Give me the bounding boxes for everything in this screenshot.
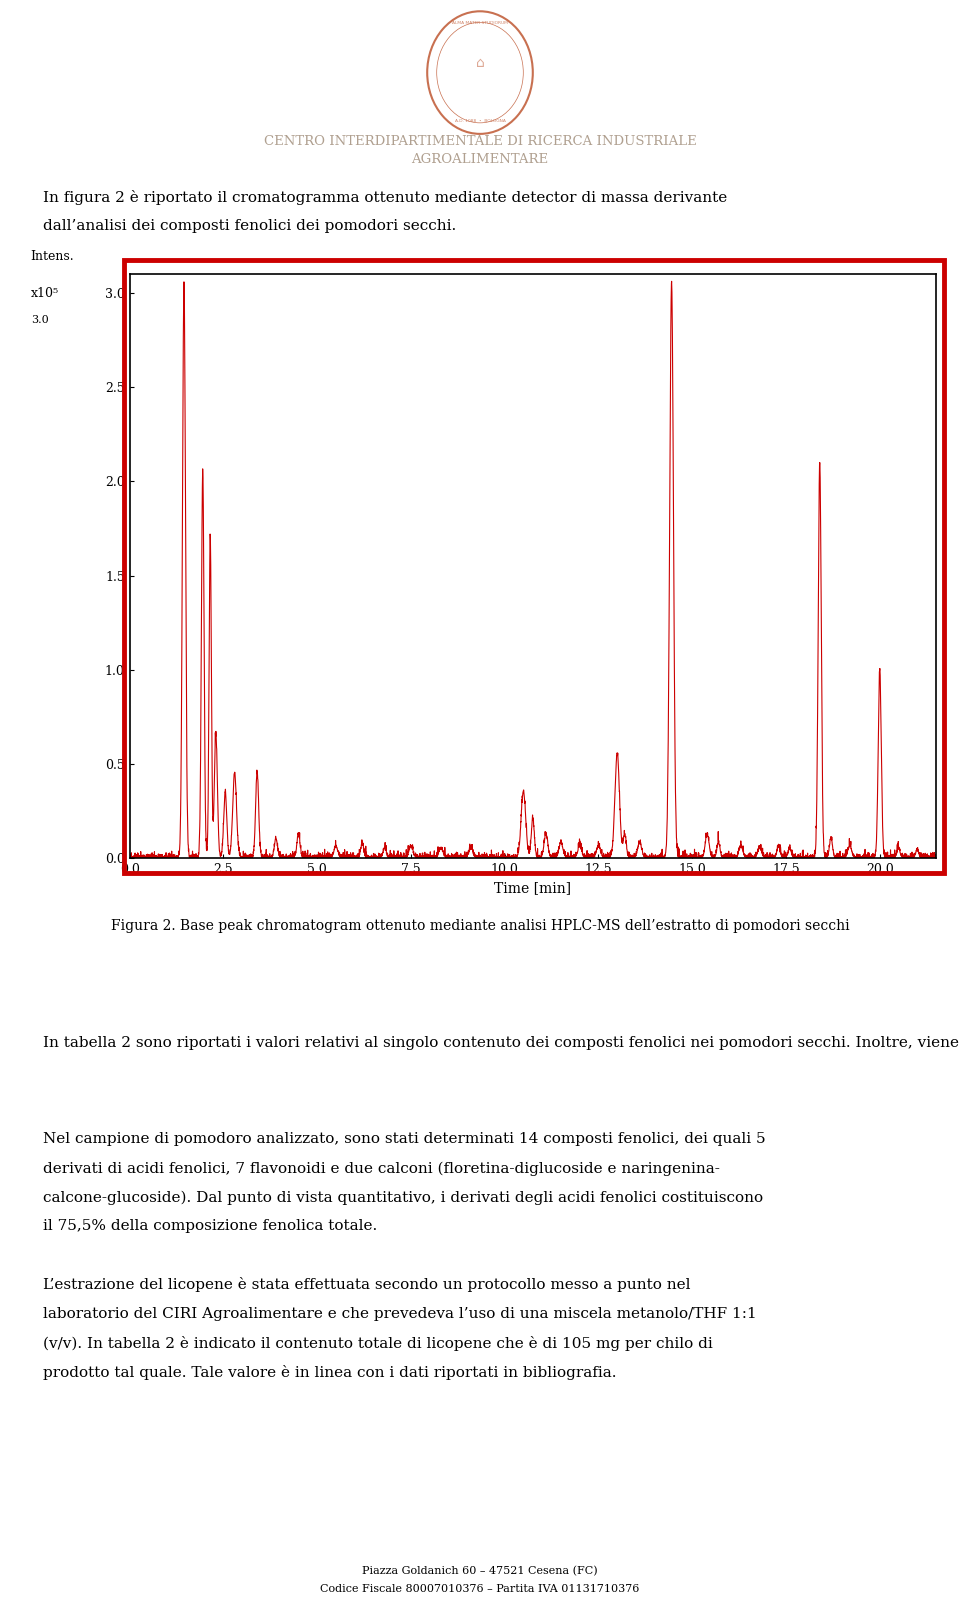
Text: (v/v). In tabella 2 è indicato il contenuto totale di licopene che è di 105 mg p: (v/v). In tabella 2 è indicato il conten… xyxy=(43,1336,713,1350)
Text: il 75,5% della composizione fenolica totale.: il 75,5% della composizione fenolica tot… xyxy=(43,1219,377,1234)
Text: A.D. 1088  •  BOLOGNA: A.D. 1088 • BOLOGNA xyxy=(455,119,505,123)
Text: AGROALIMENTARE: AGROALIMENTARE xyxy=(412,153,548,166)
X-axis label: Time [min]: Time [min] xyxy=(494,882,571,895)
Text: Piazza Goldanich 60 – 47521 Cesena (FC): Piazza Goldanich 60 – 47521 Cesena (FC) xyxy=(362,1566,598,1576)
Text: L’estrazione del licopene è stata effettuata secondo un protocollo messo a punto: L’estrazione del licopene è stata effett… xyxy=(43,1277,690,1292)
Text: prodotto tal quale. Tale valore è in linea con i dati riportati in bibliografia.: prodotto tal quale. Tale valore è in lin… xyxy=(43,1365,616,1379)
Text: calcone-glucoside). Dal punto di vista quantitativo, i derivati degli acidi feno: calcone-glucoside). Dal punto di vista q… xyxy=(43,1190,763,1205)
Text: dall’analisi dei composti fenolici dei pomodori secchi.: dall’analisi dei composti fenolici dei p… xyxy=(43,219,456,234)
Text: laboratorio del CIRI Agroalimentare e che prevedeva l’uso di una miscela metanol: laboratorio del CIRI Agroalimentare e ch… xyxy=(43,1307,756,1321)
Text: CENTRO INTERDIPARTIMENTALE DI RICERCA INDUSTRIALE: CENTRO INTERDIPARTIMENTALE DI RICERCA IN… xyxy=(264,135,696,148)
Text: In tabella 2 sono riportati i valori relativi al singolo contenuto dei composti : In tabella 2 sono riportati i valori rel… xyxy=(43,1036,960,1050)
Text: In figura 2 è riportato il cromatogramma ottenuto mediante detector di massa der: In figura 2 è riportato il cromatogramma… xyxy=(43,190,728,205)
Text: derivati di acidi fenolici, 7 flavonoidi e due calconi (floretina-diglucoside e : derivati di acidi fenolici, 7 flavonoidi… xyxy=(43,1161,720,1176)
Text: Figura 2. Base peak chromatogram ottenuto mediante analisi HPLC-MS dell’estratto: Figura 2. Base peak chromatogram ottenut… xyxy=(110,919,850,934)
Text: ALMA MATER STUDIORUM: ALMA MATER STUDIORUM xyxy=(452,21,508,24)
Text: Codice Fiscale 80007010376 – Partita IVA 01131710376: Codice Fiscale 80007010376 – Partita IVA… xyxy=(321,1584,639,1594)
Text: Intens.: Intens. xyxy=(31,250,74,263)
Text: ⌂: ⌂ xyxy=(475,56,485,69)
Text: x10⁵: x10⁵ xyxy=(31,287,59,300)
Text: 3.0: 3.0 xyxy=(31,315,48,324)
Text: Nel campione di pomodoro analizzato, sono stati determinati 14 composti fenolici: Nel campione di pomodoro analizzato, son… xyxy=(43,1132,766,1147)
